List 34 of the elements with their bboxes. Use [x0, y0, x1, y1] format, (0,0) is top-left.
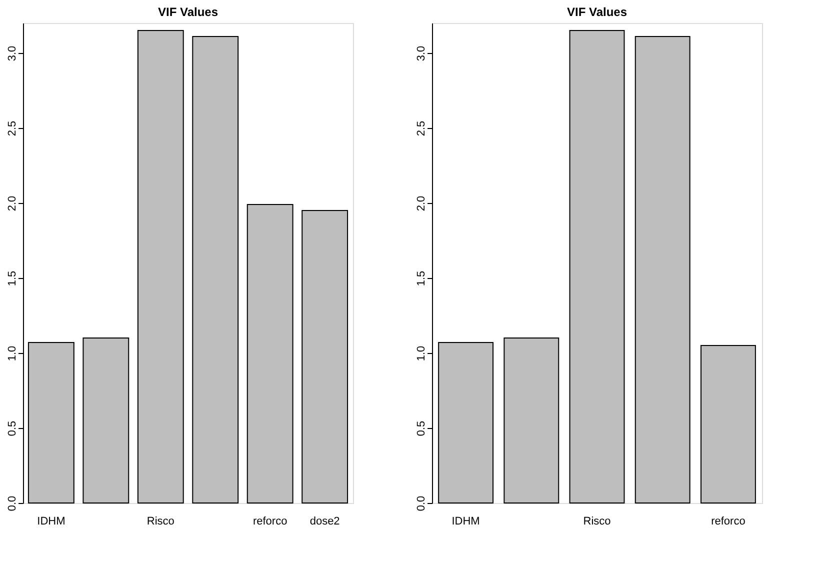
- y-tick-label: 1.5: [6, 270, 18, 286]
- y-tick-label: 0.5: [6, 420, 18, 436]
- bar: [438, 342, 494, 504]
- y-tick-label: 3.0: [6, 46, 18, 62]
- chart-title: VIF Values: [566, 5, 628, 19]
- x-tick-label: reforco: [252, 516, 288, 528]
- bar: [700, 345, 756, 504]
- bar: [82, 338, 130, 504]
- chart-title: VIF Values: [158, 5, 218, 19]
- bar: [634, 36, 690, 504]
- bar: [302, 210, 348, 504]
- bar: [246, 204, 294, 504]
- x-tick-label: dose2: [310, 516, 340, 528]
- x-tick-label: IDHM: [37, 516, 66, 528]
- bar: [569, 30, 625, 504]
- y-tick-label: 1.0: [416, 346, 428, 362]
- y-tick-label: 2.5: [416, 120, 428, 136]
- x-tick-label: Risco: [146, 516, 174, 528]
- y-tick-label: 3.0: [416, 46, 428, 62]
- x-tick-label: Risco: [583, 516, 611, 528]
- y-tick-label: 0.5: [416, 420, 428, 436]
- y-tick-label: 2.0: [416, 196, 428, 212]
- bar: [28, 342, 74, 504]
- y-tick-label: 2.5: [6, 120, 18, 136]
- y-tick-label: 0.0: [6, 496, 18, 512]
- bar: [192, 36, 239, 504]
- y-tick-label: 1.5: [416, 270, 428, 286]
- y-tick-label: 1.0: [6, 346, 18, 362]
- bar: [504, 338, 560, 504]
- bar: [137, 30, 184, 504]
- y-tick-label: 0.0: [416, 496, 428, 512]
- x-tick-label: reforco: [711, 516, 746, 528]
- x-tick-label: IDHM: [452, 516, 480, 528]
- y-tick-label: 2.0: [6, 196, 18, 212]
